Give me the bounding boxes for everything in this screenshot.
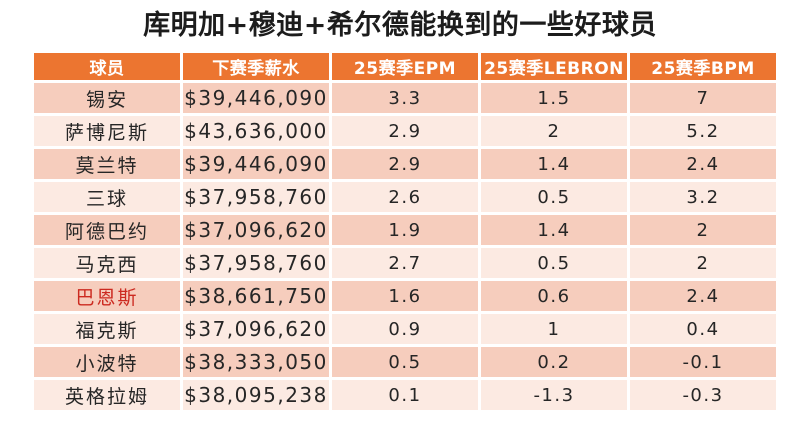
- column-header-bpm: 25赛季BPM: [630, 53, 776, 80]
- lebron-cell: 2: [481, 116, 627, 146]
- lebron-cell: 1.4: [481, 149, 627, 179]
- column-header-salary: 下赛季薪水: [183, 53, 329, 80]
- bpm-cell: -0.1: [630, 347, 776, 377]
- bpm-cell: 0.4: [630, 314, 776, 344]
- player-name-cell: 阿德巴约: [34, 215, 180, 245]
- salary-cell: $38,095,238: [183, 380, 329, 410]
- table-row: 三球 $37,958,760 2.6 0.5 3.2: [34, 182, 776, 212]
- epm-cell: 0.1: [332, 380, 478, 410]
- salary-cell: $39,446,090: [183, 83, 329, 113]
- epm-cell: 2.6: [332, 182, 478, 212]
- epm-cell: 1.6: [332, 281, 478, 311]
- lebron-cell: 0.6: [481, 281, 627, 311]
- bpm-cell: 2: [630, 248, 776, 278]
- player-name-cell: 巴恩斯: [34, 281, 180, 311]
- salary-cell: $39,446,090: [183, 149, 329, 179]
- table-row: 英格拉姆 $38,095,238 0.1 -1.3 -0.3: [34, 380, 776, 410]
- player-name-cell: 英格拉姆: [34, 380, 180, 410]
- bpm-cell: -0.3: [630, 380, 776, 410]
- epm-cell: 2.9: [332, 149, 478, 179]
- column-header-player: 球员: [34, 53, 180, 80]
- table-row-highlighted: 巴恩斯 $38,661,750 1.6 0.6 2.4: [34, 281, 776, 311]
- bpm-cell: 5.2: [630, 116, 776, 146]
- lebron-cell: -1.3: [481, 380, 627, 410]
- bpm-cell: 2.4: [630, 281, 776, 311]
- epm-cell: 2.7: [332, 248, 478, 278]
- salary-cell: $38,333,050: [183, 347, 329, 377]
- salary-cell: $37,958,760: [183, 248, 329, 278]
- epm-cell: 1.9: [332, 215, 478, 245]
- bpm-cell: 7: [630, 83, 776, 113]
- epm-cell: 0.9: [332, 314, 478, 344]
- page-title: 库明加+穆迪+希尔德能换到的一些好球员: [143, 10, 657, 41]
- player-name-cell: 福克斯: [34, 314, 180, 344]
- salary-cell: $37,096,620: [183, 215, 329, 245]
- column-header-epm: 25赛季EPM: [332, 53, 478, 80]
- lebron-cell: 1.4: [481, 215, 627, 245]
- bpm-cell: 3.2: [630, 182, 776, 212]
- column-header-lebron: 25赛季LEBRON: [481, 53, 627, 80]
- lebron-cell: 0.5: [481, 182, 627, 212]
- player-name-cell: 三球: [34, 182, 180, 212]
- table-row: 马克西 $37,958,760 2.7 0.5 2: [34, 248, 776, 278]
- lebron-cell: 0.5: [481, 248, 627, 278]
- bpm-cell: 2.4: [630, 149, 776, 179]
- epm-cell: 0.5: [332, 347, 478, 377]
- player-name-cell: 锡安: [34, 83, 180, 113]
- bpm-cell: 2: [630, 215, 776, 245]
- lebron-cell: 1: [481, 314, 627, 344]
- table-row: 萨博尼斯 $43,636,000 2.9 2 5.2: [34, 116, 776, 146]
- salary-cell: $37,096,620: [183, 314, 329, 344]
- salary-cell: $37,958,760: [183, 182, 329, 212]
- player-name-cell: 莫兰特: [34, 149, 180, 179]
- table-row: 福克斯 $37,096,620 0.9 1 0.4: [34, 314, 776, 344]
- epm-cell: 3.3: [332, 83, 478, 113]
- table-row: 锡安 $39,446,090 3.3 1.5 7: [34, 83, 776, 113]
- lebron-cell: 1.5: [481, 83, 627, 113]
- player-name-cell: 萨博尼斯: [34, 116, 180, 146]
- players-table: 球员 下赛季薪水 25赛季EPM 25赛季LEBRON 25赛季BPM 锡安 $…: [31, 50, 779, 413]
- table-row: 阿德巴约 $37,096,620 1.9 1.4 2: [34, 215, 776, 245]
- player-name-cell: 小波特: [34, 347, 180, 377]
- epm-cell: 2.9: [332, 116, 478, 146]
- header-row: 球员 下赛季薪水 25赛季EPM 25赛季LEBRON 25赛季BPM: [34, 53, 776, 80]
- table-row: 莫兰特 $39,446,090 2.9 1.4 2.4: [34, 149, 776, 179]
- salary-cell: $38,661,750: [183, 281, 329, 311]
- table-row: 小波特 $38,333,050 0.5 0.2 -0.1: [34, 347, 776, 377]
- salary-cell: $43,636,000: [183, 116, 329, 146]
- player-name-cell: 马克西: [34, 248, 180, 278]
- lebron-cell: 0.2: [481, 347, 627, 377]
